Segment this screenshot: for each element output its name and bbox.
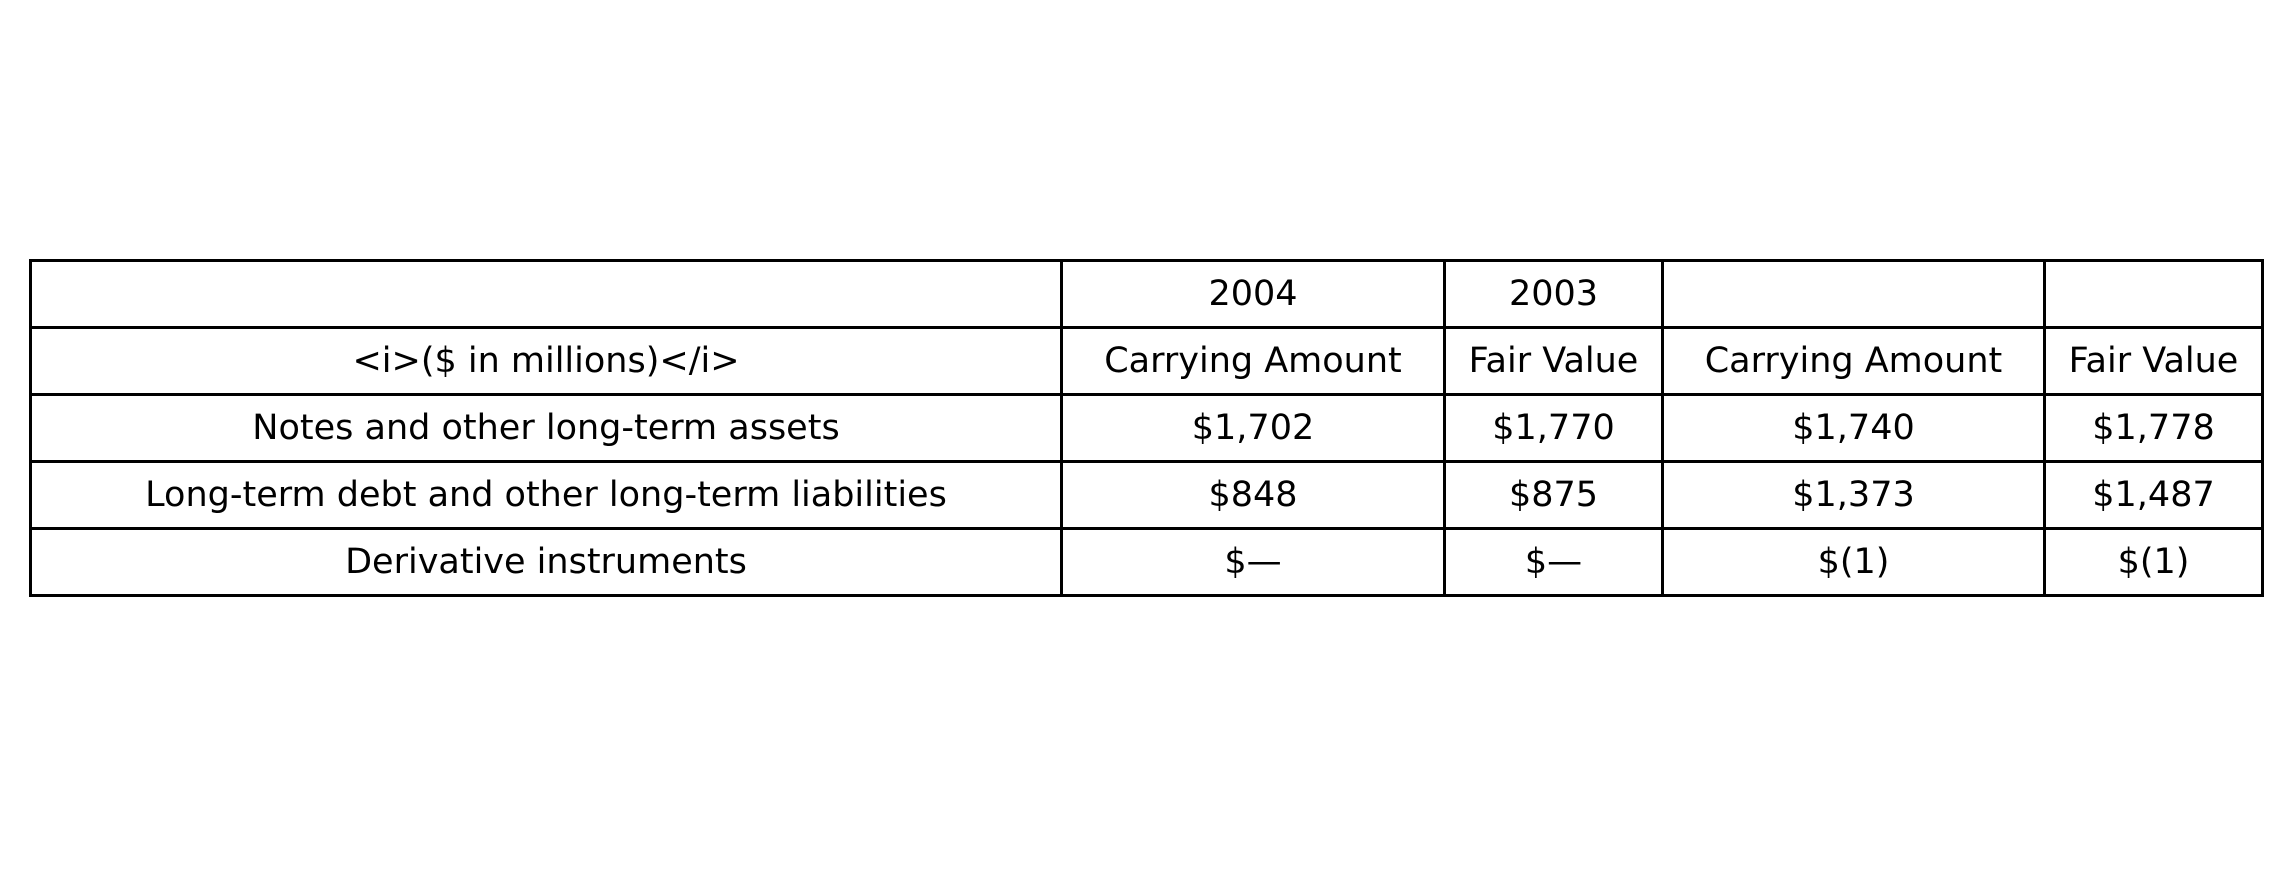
- financial-table-container: 2004 2003 <i>($ in millions)</i> Carryin…: [29, 259, 2264, 597]
- cell-value: $(1): [2043, 527, 2264, 597]
- cell-value: $1,487: [2043, 460, 2264, 530]
- header-fair-value-2003: Fair Value: [2043, 326, 2264, 396]
- header-carrying-amount-2003: Carrying Amount: [1661, 326, 2046, 396]
- cell-value: $1,373: [1661, 460, 2046, 530]
- year-cell-2004: 2004: [1060, 259, 1446, 329]
- header-fair-value-2004: Fair Value: [1443, 326, 1664, 396]
- cell-value: $1,740: [1661, 393, 2046, 463]
- cell-value: $—: [1443, 527, 1664, 597]
- row-label: Notes and other long-term assets: [29, 393, 1063, 463]
- table-row: Derivative instruments $— $— $(1) $(1): [29, 527, 2264, 597]
- cell-value: $1,778: [2043, 393, 2264, 463]
- column-header-row: <i>($ in millions)</i> Carrying Amount F…: [29, 326, 2264, 396]
- year-header-row: 2004 2003: [29, 259, 2264, 329]
- table-row: Long-term debt and other long-term liabi…: [29, 460, 2264, 530]
- cell-value: $875: [1443, 460, 1664, 530]
- row-label: Long-term debt and other long-term liabi…: [29, 460, 1063, 530]
- year-cell-empty-4: [2043, 259, 2264, 329]
- table-row: Notes and other long-term assets $1,702 …: [29, 393, 2264, 463]
- cell-value: $—: [1060, 527, 1446, 597]
- cell-value: $1,702: [1060, 393, 1446, 463]
- cell-value: $848: [1060, 460, 1446, 530]
- year-cell-2003: 2003: [1443, 259, 1664, 329]
- year-cell-empty-3: [1661, 259, 2046, 329]
- year-cell-label: [29, 259, 1063, 329]
- units-header: <i>($ in millions)</i>: [29, 326, 1063, 396]
- cell-value: $1,770: [1443, 393, 1664, 463]
- cell-value: $(1): [1661, 527, 2046, 597]
- header-carrying-amount-2004: Carrying Amount: [1060, 326, 1446, 396]
- fair-value-table: 2004 2003 <i>($ in millions)</i> Carryin…: [29, 259, 2264, 597]
- row-label: Derivative instruments: [29, 527, 1063, 597]
